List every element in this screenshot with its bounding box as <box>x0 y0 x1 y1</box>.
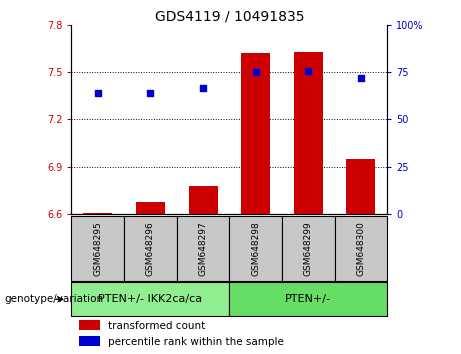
Bar <box>79 336 100 346</box>
Bar <box>189 186 218 214</box>
Point <box>252 69 260 75</box>
Bar <box>83 213 112 214</box>
Bar <box>229 216 282 281</box>
Bar <box>229 282 387 316</box>
Point <box>199 85 207 91</box>
Bar <box>335 216 387 281</box>
Point <box>94 90 101 96</box>
Point <box>357 76 365 81</box>
Bar <box>241 53 270 214</box>
Bar <box>282 216 335 281</box>
Text: PTEN+/- IKK2ca/ca: PTEN+/- IKK2ca/ca <box>98 294 202 304</box>
Text: GSM648298: GSM648298 <box>251 221 260 276</box>
Bar <box>79 320 100 330</box>
Text: GSM648295: GSM648295 <box>93 221 102 276</box>
Text: percentile rank within the sample: percentile rank within the sample <box>107 337 284 347</box>
Text: GSM648299: GSM648299 <box>304 221 313 276</box>
Text: GSM648300: GSM648300 <box>356 221 366 276</box>
Bar <box>136 201 165 214</box>
Text: GSM648297: GSM648297 <box>199 221 207 276</box>
Text: genotype/variation: genotype/variation <box>5 294 104 304</box>
Bar <box>294 52 323 214</box>
Bar <box>71 282 230 316</box>
Title: GDS4119 / 10491835: GDS4119 / 10491835 <box>154 10 304 24</box>
Text: GSM648296: GSM648296 <box>146 221 155 276</box>
Text: PTEN+/-: PTEN+/- <box>285 294 331 304</box>
Text: transformed count: transformed count <box>107 321 205 331</box>
Bar <box>71 216 124 281</box>
Bar <box>347 159 375 214</box>
Point <box>305 68 312 73</box>
Bar <box>124 216 177 281</box>
Bar <box>177 216 229 281</box>
Point <box>147 90 154 96</box>
